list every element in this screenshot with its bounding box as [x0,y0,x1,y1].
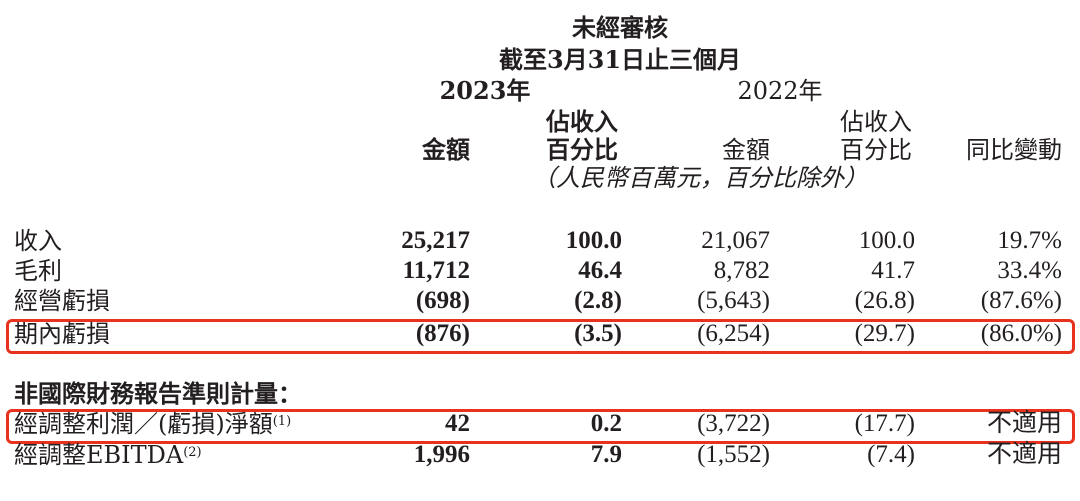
col-pct-2023-line2: 百分比 [546,135,618,164]
cell-value: (3,722) [697,410,770,437]
cell-value: 19.7% [997,227,1062,254]
highlight-box-adjusted-net [6,409,1075,444]
cell-value: 0.2 [590,410,622,437]
cell-value: (3.5) [574,320,622,347]
row-label-text: 經調整EBITDA [14,441,184,469]
cell-value: 8,782 [713,257,770,284]
cell-value: (2.8) [574,287,622,314]
cell-value: 7.9 [590,441,622,468]
cell-value: (86.0%) [980,320,1062,347]
non-ifrs-heading: 非國際財務報告準則計量： [14,379,302,408]
row-label-text: 收入 [14,227,62,255]
cell-value: (876) [415,320,470,347]
col-amount-2023: 金額 [422,135,470,164]
cell-value: 21,067 [701,227,770,254]
row-label: 收入 [14,227,62,255]
cell-value: 不適用 [986,410,1062,437]
row-label-text: 毛利 [14,257,62,285]
cell-value: 100.0 [565,227,622,254]
col-yoy: 同比變動 [966,136,1062,164]
row-label: 經調整EBITDA(2) [14,441,202,469]
cell-value: 100.0 [858,227,915,254]
period-label: 截至3月31日止三個月 [498,45,742,74]
cell-value: (87.6%) [980,287,1062,314]
cell-value: 11,712 [402,257,470,284]
cell-value: 42 [445,410,470,437]
cell-value: (698) [415,287,470,314]
cell-value: 33.4% [997,257,1062,284]
cell-value: 1,996 [413,441,470,468]
unit-note: （人民幣百萬元，百分比除外） [532,164,868,192]
col-pct-2023-line1: 佔收入 [546,107,618,136]
cell-value: (26.8) [854,287,915,314]
footnote-ref: (1) [272,414,292,429]
row-label: 期內虧損 [14,320,110,348]
row-label: 經調整利潤／(虧損)淨額(1) [14,410,291,438]
row-label-text: 經調整利潤／(虧損)淨額 [14,410,273,438]
col-pct-2022-line2: 百分比 [840,136,912,164]
cell-value: (7.4) [867,441,915,468]
col-pct-2022-line1: 佔收入 [840,108,912,136]
row-label-text: 經營虧損 [14,287,110,315]
footnote-ref: (2) [183,445,202,460]
col-amount-2022: 金額 [722,136,770,164]
cell-value: (17.7) [854,410,915,437]
row-label: 毛利 [14,257,62,285]
cell-value: 41.7 [871,257,915,284]
cell-value: (5,643) [697,287,770,314]
table-title: 未經審核 [572,13,668,42]
cell-value: (6,254) [697,320,770,347]
cell-value: 46.4 [578,257,622,284]
row-label-text: 期內虧損 [14,320,110,348]
cell-value: 25,217 [401,227,470,254]
year-2022: 2022年 [737,77,823,105]
cell-value: (29.7) [854,320,915,347]
row-label: 經營虧損 [14,287,110,315]
year-2023: 2023年 [439,76,531,105]
highlight-box-period-loss [6,319,1075,354]
cell-value: (1,552) [697,441,770,468]
cell-value: 不適用 [986,441,1062,468]
